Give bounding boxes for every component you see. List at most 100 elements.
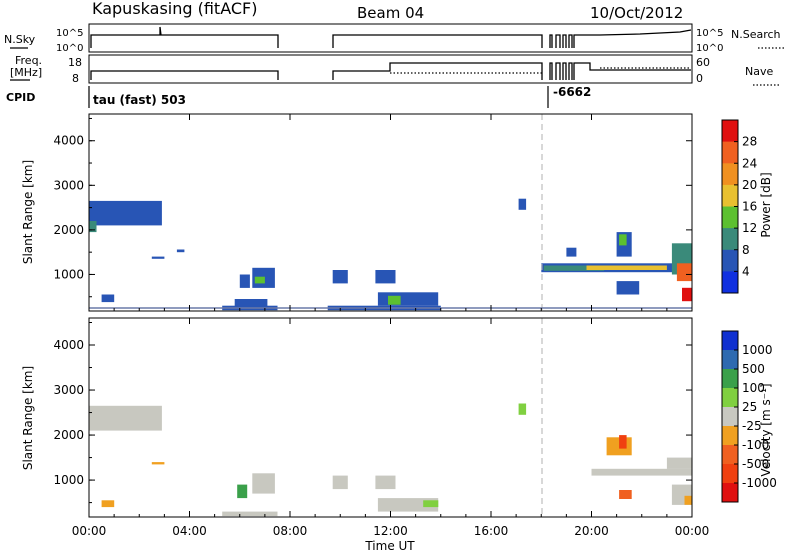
- colorbar-tick-label: 8: [742, 243, 750, 257]
- power-echo-patch: [332, 270, 348, 284]
- power-echo-patch: [682, 287, 692, 302]
- power-echo-patch: [518, 198, 527, 210]
- x-tick-label: 04:00: [172, 524, 207, 538]
- station-title: Kapuskasing (fitACF): [92, 0, 257, 18]
- freq-label-line2: [MHz]: [10, 66, 42, 79]
- velocity-echo-patch: [222, 511, 278, 517]
- power-colorbar-label: Power [dB]: [759, 172, 773, 237]
- colorbar-tick-label: 28: [742, 135, 757, 149]
- velocity-colorbar: 1000 500 100 25 -25 -100 -500 -1000: [721, 330, 777, 503]
- colorbar-segment: [722, 228, 738, 251]
- nsky-tick-bottom: 10^0: [56, 43, 83, 54]
- colorbar-tick-label: 12: [742, 221, 757, 235]
- x-tick-label: 20:00: [574, 524, 609, 538]
- power-x-ticks: [88, 114, 693, 311]
- colorbar-tick-label: 25: [742, 400, 757, 414]
- velocity-echo-patch: [518, 403, 527, 415]
- colorbar-segment: [722, 120, 738, 143]
- power-y-label: Slant Range [km]: [21, 160, 35, 264]
- velocity-echo-patch: [619, 490, 632, 499]
- colorbar-segment: [722, 426, 738, 446]
- nsearch-tick-bottom: 10^0: [696, 43, 723, 54]
- power-echo-patch: [89, 200, 162, 226]
- colorbar-segment: [722, 369, 738, 389]
- power-echo-patch: [101, 294, 115, 303]
- cpid-value-1: tau (fast) 503: [93, 93, 186, 107]
- power-echo-patch: [375, 270, 396, 284]
- velocity-echo-patch: [591, 468, 692, 476]
- freq-label-line1: Freq.: [15, 54, 42, 67]
- power-echo-patch: [543, 265, 605, 271]
- y-tick-label: 3000: [53, 383, 84, 397]
- velocity-echo-patch: [332, 475, 348, 490]
- colorbar-tick-label: -500: [742, 457, 769, 471]
- colorbar-tick-label: 4: [742, 264, 750, 278]
- colorbar-segment: [722, 445, 738, 465]
- freq-panel: Freq. [MHz] 18 8 60 0 Nave: [10, 54, 779, 86]
- velocity-y-axis: 1000 2000 3000 4000: [53, 322, 692, 504]
- power-echo-patch: [234, 299, 268, 307]
- power-echo-patch: [566, 247, 577, 257]
- beam-title: Beam 04: [357, 4, 424, 22]
- y-tick-label: 4000: [53, 134, 84, 148]
- nave-trace: [390, 67, 691, 74]
- power-echo-patch: [239, 274, 250, 288]
- freq-tick-top: 18: [68, 56, 82, 69]
- colorbar-segment: [722, 350, 738, 370]
- nsky-trace: [90, 26, 692, 48]
- velocity-echo-patch: [237, 484, 248, 499]
- velocity-echo-patch: [684, 495, 692, 505]
- x-axis-label: Time UT: [364, 539, 415, 553]
- velocity-panel: 1000 2000 3000 4000 00:00 04:00 08:00 12:00 16:…: [21, 317, 777, 553]
- power-echo-patch: [377, 292, 439, 306]
- cpid-panel: CPID tau (fast) 503 -6662: [6, 85, 591, 108]
- power-echo-patch: [676, 263, 692, 282]
- velocity-colorbar-label: Velocity [m s⁻¹]: [759, 383, 773, 476]
- velocity-echo-patch: [619, 435, 627, 449]
- power-echo-patch: [586, 265, 667, 270]
- colorbar-tick-label: -25: [742, 419, 762, 433]
- nsearch-tick-top: 10^5: [696, 28, 723, 39]
- x-tick-label: 00:00: [675, 524, 710, 538]
- velocity-echo-patch: [89, 405, 162, 431]
- y-tick-label: 2000: [53, 223, 84, 237]
- nsky-tick-top: 10^5: [56, 28, 83, 39]
- power-patches: [89, 198, 692, 311]
- velocity-echo-patch: [101, 500, 115, 508]
- velocity-echo-patch: [375, 475, 396, 490]
- date-title: 10/Oct/2012: [590, 4, 683, 22]
- nsky-label: N.Sky: [4, 33, 36, 46]
- power-echo-patch: [89, 221, 97, 233]
- velocity-echo-patch: [151, 462, 165, 465]
- velocity-x-axis: 00:00 04:00 08:00 12:00 16:00 20:00 00:00: [72, 318, 710, 538]
- power-echo-patch: [616, 281, 640, 295]
- colorbar-segment: [722, 464, 738, 484]
- colorbar-tick-label: 16: [742, 200, 757, 214]
- colorbar-tick-label: -100: [742, 438, 769, 452]
- freq-tick-bottom: 8: [72, 72, 79, 85]
- cpid-value-2: -6662: [553, 85, 591, 99]
- power-panel: 1000 2000 3000 4000 Slant Range [km] 4 8 12 16…: [21, 113, 773, 312]
- power-echo-patch: [619, 234, 627, 246]
- velocity-patches: [89, 403, 692, 517]
- y-tick-label: 2000: [53, 428, 84, 442]
- x-tick-label: 12:00: [373, 524, 408, 538]
- colorbar-tick-label: 1000: [742, 343, 773, 357]
- colorbar-tick-label: 100: [742, 381, 765, 395]
- y-tick-label: 4000: [53, 338, 84, 352]
- nsearch-label: N.Search: [731, 28, 781, 41]
- x-tick-label: 00:00: [72, 524, 107, 538]
- colorbar-segment: [722, 249, 738, 272]
- nave-tick-top: 60: [696, 56, 710, 69]
- x-tick-label: 16:00: [474, 524, 509, 538]
- colorbar-tick-label: -1000: [742, 476, 777, 490]
- power-echo-patch: [388, 295, 401, 305]
- velocity-echo-patch: [423, 500, 439, 508]
- y-tick-label: 1000: [53, 267, 84, 281]
- x-tick-label: 08:00: [273, 524, 308, 538]
- velocity-echo-patch: [377, 498, 439, 512]
- colorbar-segment: [722, 141, 738, 164]
- power-y-axis: 1000 2000 3000 4000: [53, 117, 692, 298]
